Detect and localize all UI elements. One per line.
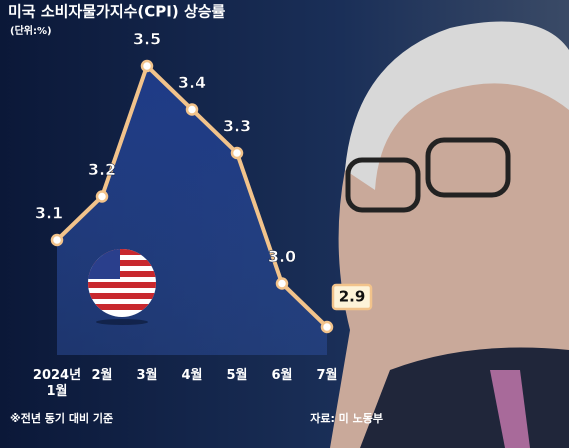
label-box <box>331 283 373 311</box>
portrait <box>330 21 569 448</box>
value-label: 2.9 <box>339 288 366 306</box>
point <box>185 103 199 116</box>
point <box>320 320 334 334</box>
point <box>140 59 154 73</box>
point <box>95 190 109 203</box>
point <box>50 233 64 247</box>
x-tick-label: 7월 <box>316 368 338 383</box>
value-label: 3.4 <box>178 73 206 92</box>
value-label: 3.1 <box>35 204 63 223</box>
source: 자료: 미 노동부 <box>310 411 383 425</box>
point <box>275 277 289 290</box>
point <box>230 146 244 160</box>
chart-title: 미국 소비자물가지수(CPI) 상승률 <box>8 3 226 21</box>
value-label: 3.0 <box>268 247 296 266</box>
x-tick-label: 2024년 1월 <box>32 368 82 399</box>
value-label: 3.5 <box>133 30 161 49</box>
value-label: 3.2 <box>88 160 116 179</box>
x-tick-label: 4월 <box>181 368 203 383</box>
value-label: 3.3 <box>223 117 251 136</box>
note: ※전년 동기 대비 기준 <box>10 411 113 425</box>
x-tick-label: 3월 <box>136 368 158 383</box>
x-tick-label: 6월 <box>271 368 293 383</box>
x-tick-label: 5월 <box>226 368 248 383</box>
x-tick-label: 2월 <box>91 368 113 383</box>
unit-label: (단위:%) <box>10 24 52 37</box>
